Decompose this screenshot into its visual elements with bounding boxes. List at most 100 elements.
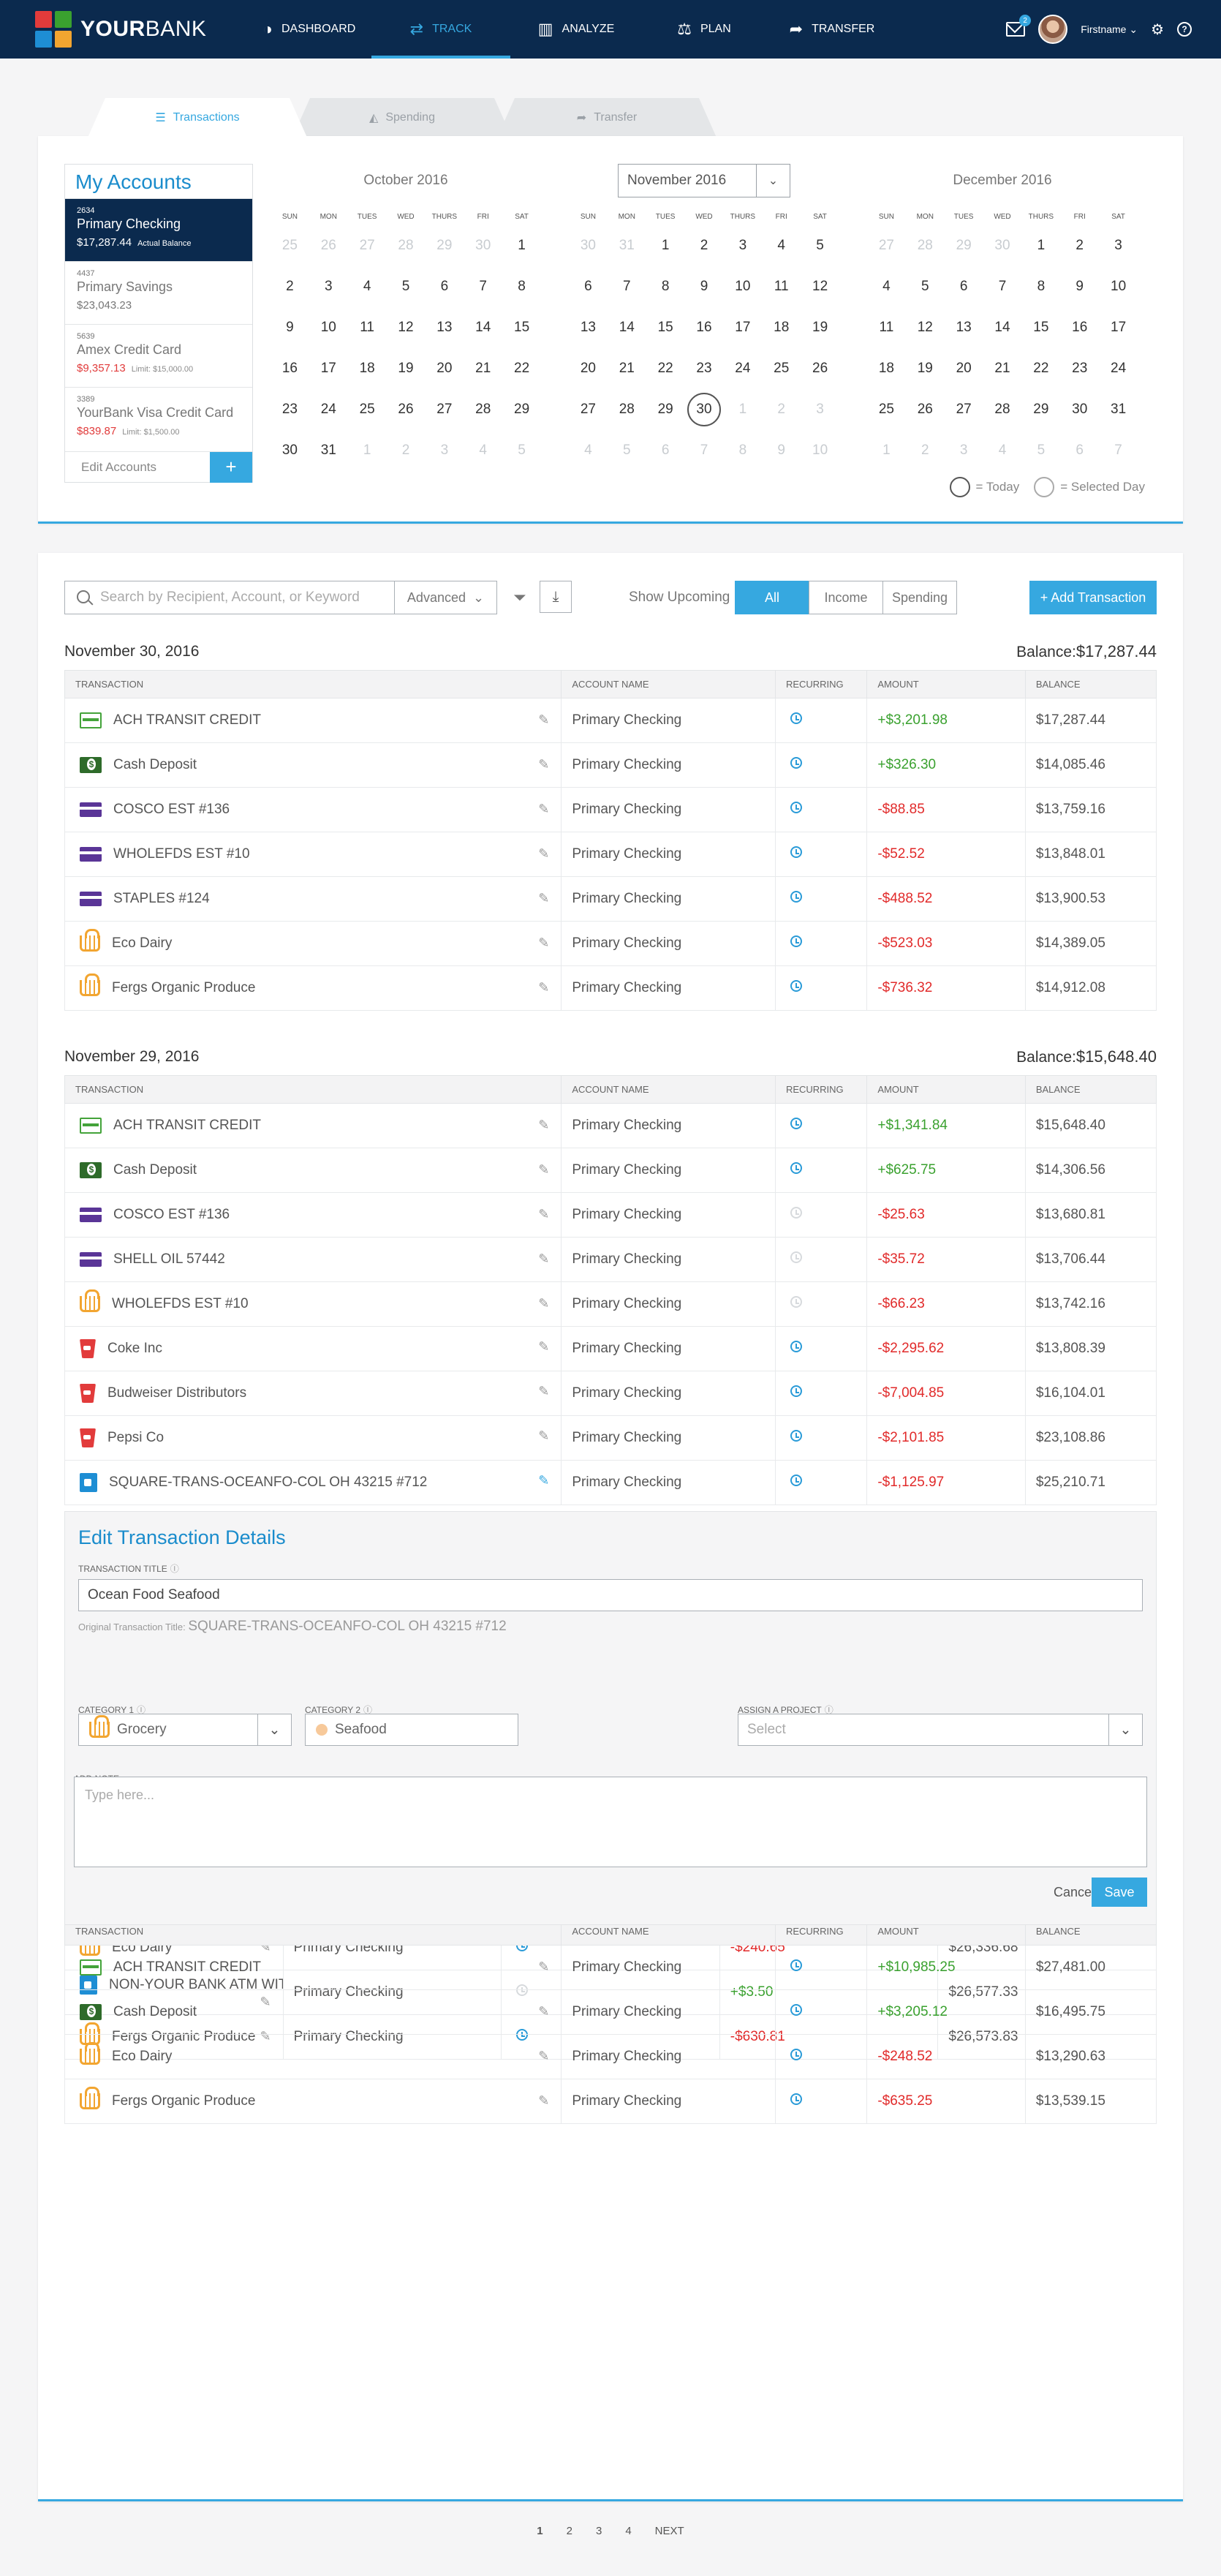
calendar-day[interactable]: 9 — [1076, 279, 1084, 294]
calendar-day[interactable]: 20 — [436, 361, 453, 376]
calendar-day[interactable]: 27 — [956, 402, 972, 417]
calendar-day[interactable]: 30 — [475, 238, 491, 253]
calendar-day[interactable]: 25 — [281, 238, 298, 253]
page-link[interactable]: 1 — [537, 2525, 543, 2537]
edit-icon[interactable]: ✎ — [538, 979, 550, 995]
calendar-day[interactable]: 2 — [401, 442, 410, 458]
calendar-day[interactable]: 8 — [1037, 279, 1046, 294]
calendar-day[interactable]: 22 — [514, 361, 530, 376]
calendar-day[interactable]: 19 — [398, 361, 414, 376]
edit-icon[interactable]: ✎ — [538, 756, 550, 772]
table-row[interactable]: Pepsi Co ✎ Primary Checking -$2,101.85 $23,1… — [64, 1415, 1157, 1461]
recurring-clock-icon[interactable] — [790, 712, 802, 724]
mail-icon[interactable]: 2 — [1006, 15, 1032, 37]
calendar-day[interactable]: 22 — [1033, 361, 1049, 376]
calendar-day[interactable]: 3 — [324, 279, 333, 294]
calendar-day[interactable]: 10 — [812, 442, 828, 458]
calendar-day[interactable]: 11 — [879, 320, 894, 335]
nav-dashboard[interactable]: ◑ Dashboard — [247, 0, 371, 59]
page-link[interactable]: 2 — [566, 2525, 572, 2537]
calendar-day[interactable]: 30 — [580, 238, 596, 253]
calendar-day[interactable]: 9 — [286, 320, 294, 335]
transaction-title-input[interactable]: Ocean Food Seafood — [78, 1579, 1143, 1611]
calendar-day[interactable]: 29 — [956, 238, 972, 253]
edit-icon[interactable]: ✎ — [538, 1384, 550, 1398]
recurring-clock-icon[interactable] — [790, 2049, 802, 2060]
calendar-day[interactable]: 13 — [580, 320, 596, 335]
calendar-day[interactable]: 28 — [619, 402, 635, 417]
edit-icon[interactable]: ✎ — [538, 1207, 550, 1221]
account-item[interactable]: 5639 Amex Credit Card $9,357.13 Limit: $15,… — [65, 324, 252, 387]
calendar-day[interactable]: 29 — [514, 402, 530, 417]
calendar-day[interactable]: 20 — [580, 361, 596, 376]
calendar-day[interactable]: 7 — [479, 279, 487, 294]
assign-project-select[interactable]: Select ⌄ — [738, 1714, 1143, 1746]
calendar-day[interactable]: 13 — [436, 320, 453, 335]
table-row[interactable]: Cash Deposit ✎ Primary Checking +$326.30$14… — [64, 742, 1157, 788]
calendar-day[interactable]: 6 — [1076, 442, 1084, 458]
info-icon[interactable]: ⓘ — [363, 1705, 373, 1715]
table-row[interactable]: SQUARE-TRANS-OCEANFO-COL OH 43215 #712 ✎ P… — [64, 1460, 1157, 1505]
add-account-button[interactable]: + — [210, 451, 252, 483]
calendar-day[interactable]: 1 — [738, 402, 747, 417]
recurring-clock-icon[interactable] — [790, 1162, 802, 1174]
note-textarea[interactable]: Type here... — [74, 1777, 1147, 1867]
calendar-day[interactable]: 30 — [685, 389, 724, 430]
calendar-day[interactable]: 3 — [440, 442, 449, 458]
calendar-day[interactable]: 26 — [917, 402, 933, 417]
calendar-day[interactable]: 2 — [700, 238, 708, 253]
calendar-day[interactable]: 1 — [363, 442, 371, 458]
calendar-day[interactable]: 23 — [696, 361, 712, 376]
nav-track[interactable]: ⇄ Track — [371, 0, 510, 59]
calendar-day[interactable]: 28 — [475, 402, 491, 417]
calendar-day[interactable]: 24 — [735, 361, 751, 376]
calendar-day[interactable]: 11 — [360, 320, 374, 335]
calendar-day[interactable]: 15 — [514, 320, 530, 335]
table-row[interactable]: Fergs Organic Produce ✎ Primary Checking -$… — [64, 2079, 1157, 2124]
nav-plan[interactable]: ⚖ Plan — [642, 0, 766, 59]
account-item[interactable]: 3389 YourBank Visa Credit Card $839.87 Limi… — [65, 387, 252, 450]
recurring-clock-icon[interactable] — [790, 935, 802, 947]
edit-icon[interactable]: ✎ — [538, 1161, 550, 1177]
calendar-day[interactable]: 4 — [777, 238, 785, 253]
calendar-day[interactable]: 25 — [878, 402, 894, 417]
calendar-day[interactable]: 10 — [735, 279, 751, 294]
calendar-day[interactable]: 22 — [657, 361, 673, 376]
info-icon[interactable]: ⓘ — [170, 1564, 179, 1574]
calendar-day[interactable]: 15 — [657, 320, 673, 335]
calendar-day[interactable]: 28 — [994, 402, 1010, 417]
edit-icon[interactable]: ✎ — [538, 2048, 550, 2063]
advanced-dropdown[interactable]: Advanced ⌄ — [395, 581, 497, 614]
filter-spending[interactable]: Spending — [882, 581, 957, 614]
calendar-day[interactable]: 17 — [1111, 320, 1127, 335]
calendar-day[interactable]: 28 — [917, 238, 933, 253]
calendar-day[interactable]: 6 — [584, 279, 592, 294]
calendar-day[interactable]: 21 — [619, 361, 635, 376]
next-page-link[interactable]: NEXT — [654, 2525, 684, 2537]
calendar-day[interactable]: 26 — [398, 402, 414, 417]
table-row[interactable]: STAPLES #124 ✎ Primary Checking -$488.52 $13… — [64, 876, 1157, 922]
table-row[interactable]: Cash Deposit ✎ Primary Checking +$625.75$14… — [64, 1148, 1157, 1193]
table-row[interactable]: Eco Dairy ✎ Primary Checking -$248.52 $13,29… — [64, 2034, 1157, 2079]
table-row[interactable]: ACH TRANSIT CREDIT ✎ Primary Checking +$3,2… — [64, 698, 1157, 743]
edit-icon[interactable]: ✎ — [538, 1473, 550, 1488]
recurring-clock-icon[interactable] — [790, 846, 802, 858]
table-row[interactable]: WHOLEFDS EST #10 ✎ Primary Checking -$52.52… — [64, 832, 1157, 877]
calendar-day[interactable]: 29 — [657, 402, 673, 417]
calendar-day[interactable]: 5 — [816, 238, 824, 253]
recurring-clock-icon[interactable] — [790, 1385, 802, 1397]
calendar-day[interactable]: 14 — [619, 320, 635, 335]
calendar-day[interactable]: 31 — [1111, 402, 1127, 417]
calendar-day[interactable]: 30 — [1072, 402, 1088, 417]
edit-icon[interactable]: ✎ — [538, 712, 550, 727]
calendar-day[interactable]: 21 — [994, 361, 1010, 376]
calendar-day[interactable]: 19 — [812, 320, 828, 335]
calendar-day[interactable]: 16 — [1072, 320, 1088, 335]
recurring-clock-icon[interactable] — [790, 1341, 802, 1352]
calendar-day[interactable]: 2 — [1076, 238, 1084, 253]
calendar-day[interactable]: 1 — [518, 238, 526, 253]
edit-icon[interactable]: ✎ — [538, 891, 550, 905]
calendar-day[interactable]: 20 — [956, 361, 972, 376]
table-row[interactable]: ACH TRANSIT CREDIT ✎ Primary Checking +$10,… — [64, 1945, 1157, 1990]
account-item[interactable]: 4437 Primary Savings $23,043.23 — [65, 261, 252, 324]
